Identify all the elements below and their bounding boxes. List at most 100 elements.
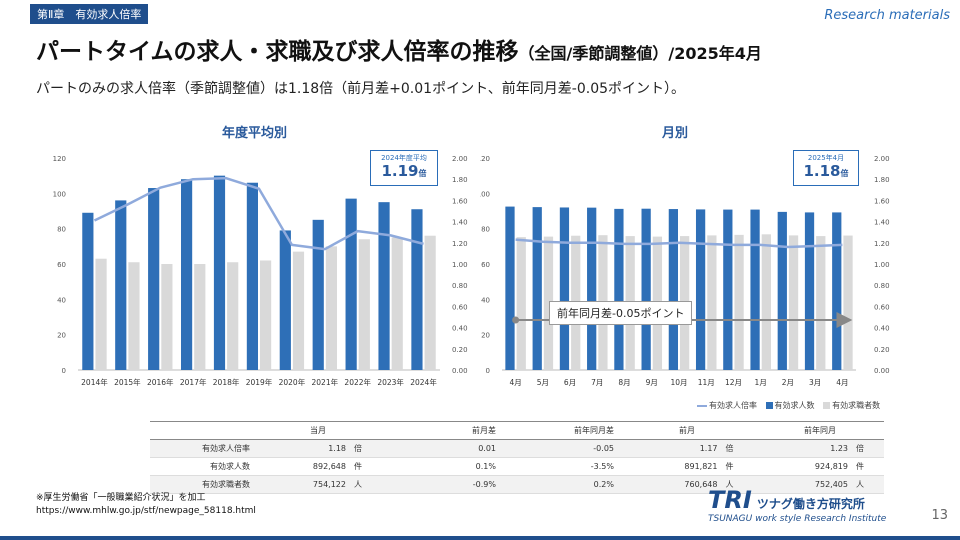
x-tick-label: 5月	[537, 378, 549, 387]
bar-openings	[804, 212, 815, 370]
y-tick-label: 20	[57, 332, 66, 340]
row-label: 有効求人数	[150, 457, 254, 476]
cell-lastyear: 1.23	[756, 439, 852, 458]
cell-prev: 891,821	[618, 457, 722, 476]
y2-tick-label: 0.60	[874, 303, 890, 311]
title-sub: （全国/季節調整値）/2025年4月	[518, 44, 762, 63]
bar-seekers	[734, 234, 744, 370]
x-tick-label: 4月	[836, 378, 848, 387]
y2-tick-label: 1.80	[874, 176, 890, 184]
y-tick-label: 100	[53, 190, 66, 198]
x-tick-label: 2月	[782, 378, 794, 387]
y-tick-label: 60	[481, 261, 490, 269]
cell-unit: 倍	[852, 439, 884, 458]
source-text: ※厚生労働省「一般職業紹介状況」を加工	[36, 493, 206, 503]
table-header: 前月	[618, 421, 756, 440]
bar-openings	[832, 212, 842, 370]
badge-monthly: 2025年4月 1.18倍	[793, 150, 859, 186]
chart-title-monthly: 月別	[662, 126, 689, 141]
y2-tick-label: 2.00	[452, 155, 468, 163]
table-row: 有効求職者数 754,122 人 -0.9% 0.2% 760,648 人 75…	[150, 475, 884, 494]
cell-unit: 件	[721, 457, 756, 476]
x-tick-label: 2014年	[81, 377, 108, 387]
cell-unit: 件	[852, 457, 884, 476]
cell-prev: 760,648	[618, 475, 722, 494]
table-header: 当月	[254, 421, 382, 440]
line-ratio	[93, 176, 424, 251]
y-tick-label: 60	[57, 261, 66, 269]
legend-seekers: 有効求職者数	[823, 401, 880, 410]
badge-monthly-value: 1.18倍	[803, 162, 849, 180]
y2-tick-label: 0.80	[452, 282, 468, 290]
x-tick-label: 2023年	[377, 377, 404, 387]
table-row: 有効求人数 892,648 件 0.1% -3.5% 891,821 件 924…	[150, 457, 884, 476]
bar-seekers	[543, 236, 554, 370]
bar-seekers	[707, 235, 717, 370]
y2-tick-label: 1.40	[452, 219, 468, 227]
cell-current: 754,122	[254, 475, 350, 494]
bar-openings	[213, 175, 226, 370]
arrow-start-dot	[512, 316, 520, 324]
bar-openings	[777, 211, 787, 370]
bar-openings	[312, 219, 324, 370]
y2-tick-label: 1.60	[874, 197, 890, 205]
x-tick-label: 8月	[618, 378, 630, 387]
bar-openings	[750, 209, 760, 370]
y-tick-label: 40	[481, 296, 490, 304]
y2-tick-label: 2.00	[874, 155, 890, 163]
y-tick-label: 80	[57, 226, 66, 234]
source-link[interactable]: https://www.mhlw.go.jp/stf/newpage_58118…	[36, 506, 256, 516]
x-tick-label: 12月	[725, 378, 742, 387]
x-tick-label: 4月	[509, 378, 521, 387]
y2-tick-label: 1.40	[874, 219, 890, 227]
x-tick-label: 2016年	[147, 377, 174, 387]
y2-tick-label: 1.60	[452, 197, 468, 205]
row-label: 有効求職者数	[150, 475, 254, 494]
y2-tick-label: 0.60	[452, 303, 468, 311]
title-main: パートタイムの求人・求職及び求人倍率の推移	[36, 39, 519, 65]
yoy-callout: 前年同月差-0.05ポイント	[549, 301, 693, 325]
bar-seekers	[761, 234, 771, 370]
bar-seekers	[358, 239, 370, 370]
y2-tick-label: 0.80	[874, 282, 890, 290]
bar-seekers	[194, 264, 206, 370]
bar-openings	[587, 207, 597, 370]
x-tick-label: 3月	[809, 378, 821, 387]
y2-tick-label: 1.00	[452, 261, 468, 269]
bar-seekers	[161, 264, 173, 370]
y2-tick-label: 0.00	[874, 367, 890, 375]
x-tick-label: 2024年	[410, 377, 437, 387]
x-tick-label: 2020年	[279, 377, 306, 387]
cell-mom: -0.9%	[382, 475, 500, 494]
y2-tick-label: 1.20	[874, 240, 890, 248]
y-tick-label: 100	[480, 190, 490, 198]
bar-seekers	[95, 258, 107, 370]
y-tick-label: 80	[481, 226, 490, 234]
chart-monthly: 0 20 40 60 80 100 120 0.00 0.20 0.40 0.60 0.80 1.00 1…	[480, 155, 890, 387]
x-tick-label: 7月	[591, 378, 603, 387]
cell-yoy: -3.5%	[500, 457, 618, 476]
x-tick-label: 9月	[646, 378, 658, 387]
x-tick-label: 2018年	[213, 377, 240, 387]
x-tick-label: 1月	[755, 378, 767, 387]
cell-mom: 0.01	[382, 439, 500, 458]
cell-mom: 0.1%	[382, 457, 500, 476]
logo-name: ツナグ働き方研究所	[756, 497, 865, 511]
page-title: パートタイムの求人・求職及び求人倍率の推移（全国/季節調整値）/2025年4月	[36, 32, 762, 66]
cell-lastyear: 924,819	[756, 457, 852, 476]
x-tick-label: 2021年	[312, 377, 339, 387]
bar-seekers	[227, 262, 239, 370]
bar-seekers	[516, 237, 526, 370]
source-note: ※厚生労働省「一般職業紹介状況」を加工 https://www.mhlw.go.…	[36, 492, 256, 518]
y2-tick-label: 0.40	[452, 325, 468, 333]
badge-monthly-label: 2025年4月	[807, 154, 845, 162]
x-tick-label: 11月	[698, 378, 715, 387]
bar-openings	[641, 208, 651, 370]
y2-tick-label: 0.20	[874, 346, 890, 354]
cell-unit: 人	[721, 475, 756, 494]
bar-openings	[246, 182, 258, 370]
chart-title-annual: 年度平均別	[222, 126, 288, 141]
x-tick-label: 6月	[564, 378, 576, 387]
bar-openings	[82, 212, 94, 370]
chart-annual: 0 20 40 60 80 100 120 0.00 0.20 0.40 0.60 0.80 1.00 1…	[53, 155, 468, 387]
